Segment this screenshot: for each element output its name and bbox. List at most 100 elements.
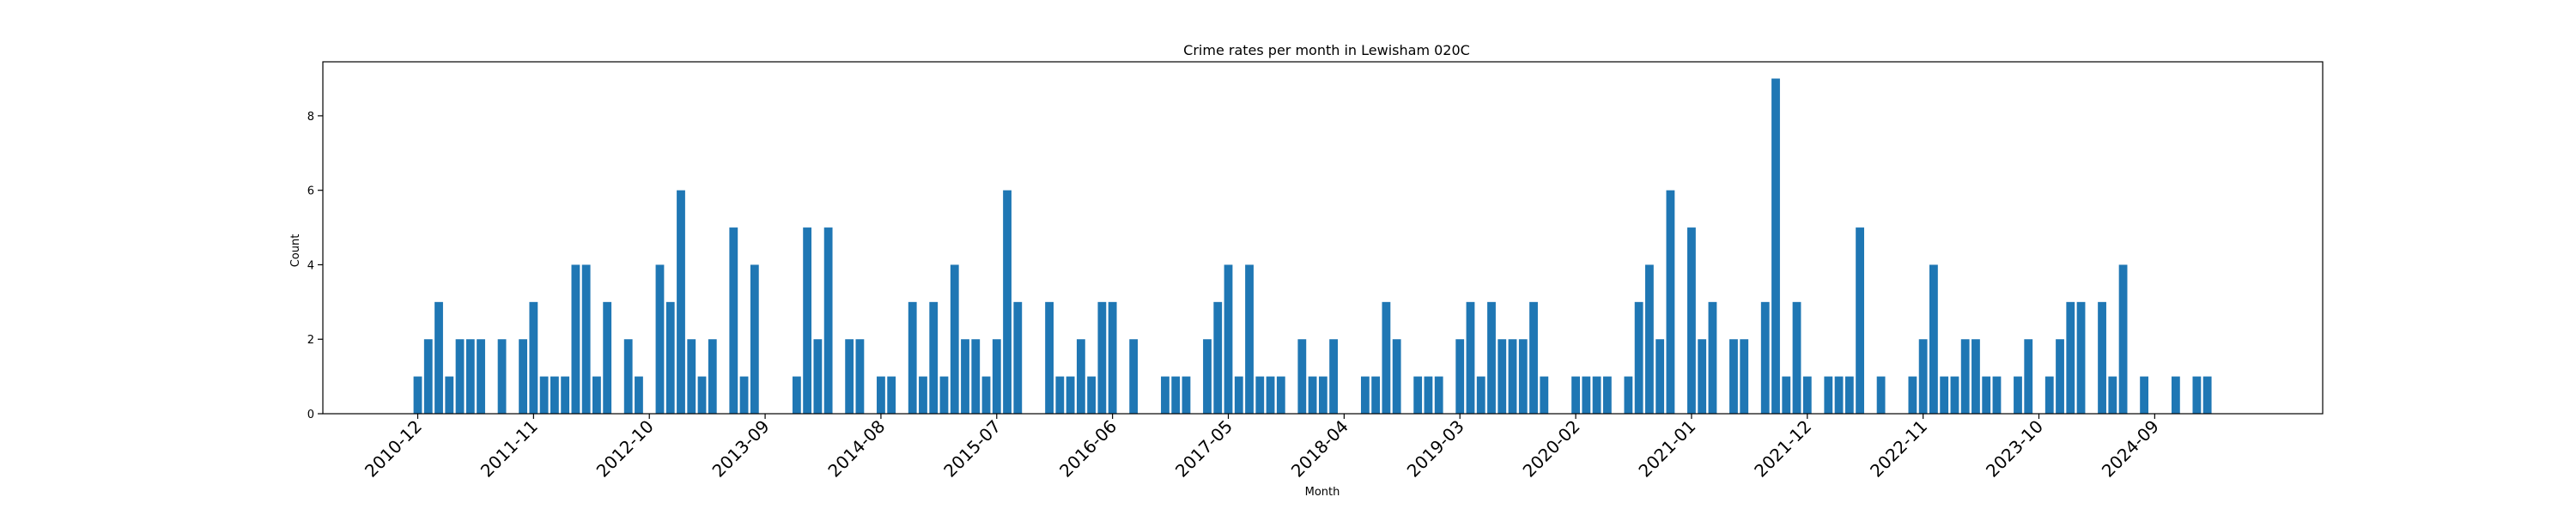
bar-2016-05 <box>1097 301 1107 414</box>
bar-2015-05 <box>971 339 981 414</box>
bar-2022-07 <box>1876 376 1886 414</box>
bar-2019-07 <box>1498 339 1507 414</box>
x-tick-label: 2021-01 <box>1634 416 1699 482</box>
bar-2017-08 <box>1255 376 1265 414</box>
bar-2015-08 <box>1003 190 1012 414</box>
bar-2015-09 <box>1013 301 1023 414</box>
bar-2024-08 <box>2140 376 2148 414</box>
x-axis-label: Month <box>1305 486 1340 499</box>
bar-2016-03 <box>1076 339 1085 414</box>
x-tick-label: 2017-05 <box>1171 416 1236 482</box>
bar-2023-03 <box>1960 339 1970 414</box>
bar-2019-08 <box>1508 339 1517 414</box>
bar-2020-09 <box>1644 264 1654 414</box>
bar-2016-01 <box>1055 376 1065 414</box>
bar-2017-09 <box>1266 376 1275 414</box>
bar-2022-02 <box>1824 376 1833 414</box>
bar-2019-09 <box>1518 339 1528 414</box>
bar-2017-06 <box>1234 376 1243 414</box>
bar-2016-04 <box>1087 376 1097 414</box>
bar-2021-11 <box>1792 301 1801 414</box>
x-tick-label: 2014-08 <box>823 416 889 482</box>
bar-2024-01 <box>2066 301 2075 414</box>
bar-2015-04 <box>961 339 969 414</box>
bar-2016-06 <box>1108 301 1117 414</box>
bar-2012-11 <box>655 264 665 414</box>
bar-2023-08 <box>2014 376 2022 414</box>
bar-2017-01 <box>1182 376 1191 414</box>
x-tick-label: 2024-09 <box>2098 416 2163 482</box>
bar-2017-10 <box>1276 376 1285 414</box>
bar-2012-12 <box>665 301 675 414</box>
bar-2014-12 <box>919 376 927 414</box>
bar-2013-07 <box>739 376 749 414</box>
bar-2019-11 <box>1540 376 1549 414</box>
bar-2017-07 <box>1245 264 1254 414</box>
bar-2010-12 <box>413 376 422 414</box>
bar-2018-08 <box>1382 301 1391 414</box>
bar-2019-03 <box>1455 339 1465 414</box>
y-tick-label: 6 <box>307 185 314 198</box>
bar-2021-12 <box>1802 376 1812 414</box>
bar-2021-06 <box>1740 339 1749 414</box>
y-tick-label: 4 <box>307 259 314 272</box>
bar-2022-12 <box>1929 264 1938 414</box>
bar-2019-10 <box>1529 301 1538 414</box>
bar-2020-07 <box>1624 376 1633 414</box>
bar-2011-11 <box>529 301 538 414</box>
bar-2014-01 <box>803 227 812 414</box>
bar-2019-04 <box>1466 301 1475 414</box>
bar-2024-06 <box>2118 264 2128 414</box>
bar-2018-07 <box>1371 376 1381 414</box>
bar-2020-04 <box>1592 376 1601 414</box>
bar-2012-05 <box>592 376 601 414</box>
bar-2012-01 <box>550 376 559 414</box>
bar-2020-10 <box>1656 339 1665 414</box>
x-tick-label: 2022-11 <box>1866 416 1931 482</box>
bar-2015-07 <box>992 339 1001 414</box>
bar-2014-11 <box>908 301 917 414</box>
bar-2022-10 <box>1908 376 1917 414</box>
bar-2020-11 <box>1666 190 1675 414</box>
bar-2012-08 <box>623 339 633 414</box>
bar-2011-10 <box>519 339 527 414</box>
bar-2018-01 <box>1308 376 1317 414</box>
bar-2012-03 <box>571 264 580 414</box>
bar-2012-04 <box>581 264 591 414</box>
bar-2013-06 <box>729 227 738 414</box>
y-tick-label: 8 <box>307 111 314 124</box>
bar-2019-06 <box>1487 301 1496 414</box>
bar-2023-04 <box>1971 339 1980 414</box>
x-tick-label: 2021-12 <box>1750 416 1815 482</box>
bar-2021-08 <box>1760 301 1770 414</box>
bar-2021-09 <box>1771 78 1780 415</box>
bar-2018-09 <box>1392 339 1401 414</box>
plot-frame <box>322 61 2324 415</box>
bar-2018-03 <box>1329 339 1338 414</box>
bar-2011-03 <box>445 376 454 414</box>
x-tick-label: 2018-04 <box>1287 416 1352 482</box>
bar-2021-10 <box>1782 376 1791 414</box>
bar-2014-09 <box>887 376 896 414</box>
bar-2023-11 <box>2044 376 2054 414</box>
bar-2021-03 <box>1708 301 1717 414</box>
bar-2021-05 <box>1729 339 1738 414</box>
y-tick-label: 0 <box>307 409 314 421</box>
bar-2012-02 <box>561 376 570 414</box>
bar-2018-12 <box>1424 376 1433 414</box>
bar-2022-03 <box>1834 376 1844 414</box>
bar-2016-11 <box>1161 376 1170 414</box>
bar-2014-06 <box>855 339 865 414</box>
bar-2020-03 <box>1582 376 1591 414</box>
bar-2015-01 <box>929 301 939 414</box>
bar-2011-01 <box>423 339 433 414</box>
bar-2023-09 <box>2024 339 2033 414</box>
bar-2013-08 <box>750 264 759 414</box>
bar-2024-05 <box>2108 376 2117 414</box>
x-tick-label: 2010-12 <box>361 416 426 482</box>
x-tick-label: 2013-09 <box>708 416 774 482</box>
bar-2018-06 <box>1360 376 1370 414</box>
bar-2025-01 <box>2192 376 2202 414</box>
bar-2017-04 <box>1213 301 1223 414</box>
